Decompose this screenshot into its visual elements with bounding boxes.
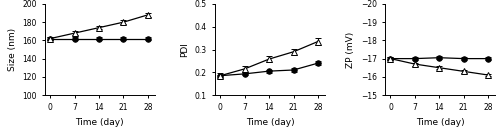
X-axis label: Time (day): Time (day) — [246, 118, 294, 127]
Y-axis label: ZP (mV): ZP (mV) — [346, 31, 356, 68]
Y-axis label: Size (nm): Size (nm) — [8, 28, 16, 71]
X-axis label: Time (day): Time (day) — [76, 118, 124, 127]
X-axis label: Time (day): Time (day) — [416, 118, 465, 127]
Y-axis label: PDI: PDI — [180, 42, 189, 57]
